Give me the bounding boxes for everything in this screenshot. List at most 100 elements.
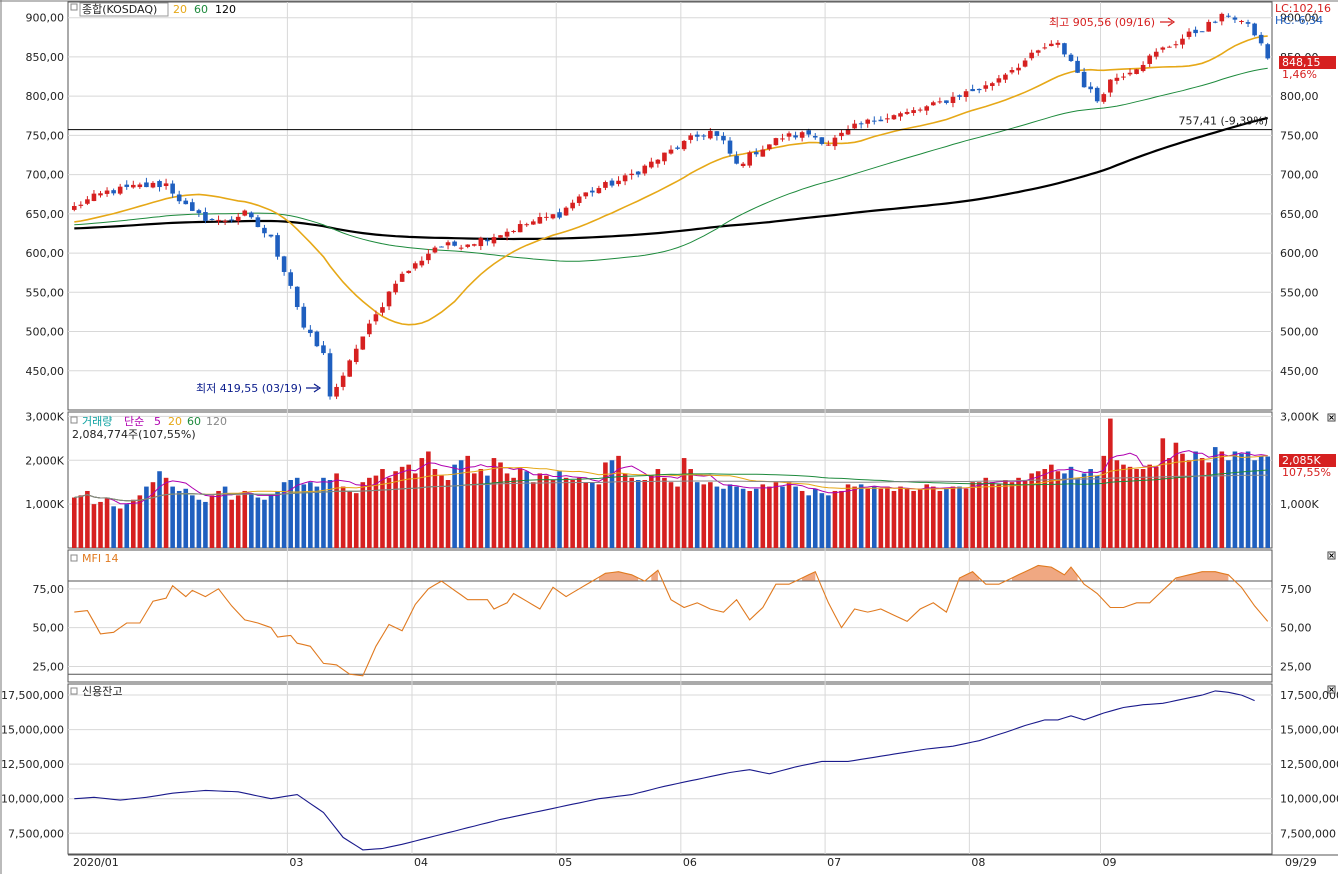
candle[interactable] [1212, 21, 1218, 23]
candle[interactable] [616, 180, 621, 185]
candle[interactable] [268, 234, 274, 237]
candle[interactable] [1075, 60, 1080, 73]
volume-bar[interactable] [590, 482, 595, 548]
volume-bar[interactable] [1114, 460, 1120, 548]
candle[interactable] [826, 144, 831, 146]
volume-bar[interactable] [721, 488, 726, 548]
candle[interactable] [504, 231, 510, 237]
volume-bar[interactable] [498, 462, 503, 548]
volume-bar[interactable] [812, 488, 818, 548]
volume-bar[interactable] [799, 490, 805, 548]
candle[interactable] [235, 216, 241, 221]
volume-bar[interactable] [544, 475, 549, 548]
candle[interactable] [209, 218, 215, 220]
volume-bar[interactable] [111, 506, 116, 548]
candle[interactable] [275, 235, 280, 257]
candle[interactable] [478, 238, 484, 247]
candle[interactable] [1265, 44, 1271, 59]
volume-bar[interactable] [1167, 458, 1172, 548]
candle[interactable] [1022, 60, 1028, 67]
candle[interactable] [1193, 29, 1198, 34]
volume-bar[interactable] [1219, 451, 1225, 548]
candle[interactable] [990, 83, 995, 86]
candle[interactable] [144, 182, 149, 188]
candle[interactable] [1232, 17, 1238, 20]
candle[interactable] [458, 247, 464, 249]
candle[interactable] [734, 155, 739, 164]
volume-bar[interactable] [983, 477, 989, 548]
candle[interactable] [196, 210, 202, 214]
candle[interactable] [668, 149, 674, 154]
volume-bar[interactable] [701, 484, 707, 548]
candle[interactable] [701, 135, 707, 137]
volume-bar[interactable] [1199, 458, 1205, 548]
candle[interactable] [439, 246, 444, 248]
candle[interactable] [485, 239, 490, 242]
volume-bar[interactable] [1193, 451, 1198, 548]
candle[interactable] [1055, 42, 1061, 45]
candle[interactable] [1108, 79, 1113, 93]
volume-bar[interactable] [1009, 482, 1015, 548]
candle[interactable] [1199, 31, 1205, 33]
candle[interactable] [1042, 47, 1048, 49]
candle[interactable] [1003, 74, 1008, 80]
volume-bar[interactable] [1127, 466, 1133, 548]
volume-bar[interactable] [445, 480, 451, 548]
candle[interactable] [688, 135, 693, 140]
candle[interactable] [898, 113, 903, 117]
volume-bar[interactable] [963, 488, 969, 548]
candle[interactable] [714, 131, 720, 136]
volume-bar[interactable] [649, 475, 654, 548]
volume-bar[interactable] [1252, 460, 1257, 548]
volume-bar[interactable] [229, 499, 234, 548]
candle[interactable] [1029, 52, 1034, 59]
volume-bar[interactable] [996, 484, 1002, 548]
volume-bar[interactable] [885, 486, 890, 548]
candle[interactable] [517, 224, 523, 233]
candle[interactable] [590, 190, 595, 193]
volume-bar[interactable] [1147, 464, 1152, 548]
candle[interactable] [111, 190, 116, 194]
volume-bar[interactable] [1081, 473, 1087, 548]
candle[interactable] [865, 119, 871, 124]
candle[interactable] [675, 147, 680, 149]
candle[interactable] [399, 273, 405, 282]
volume-bar[interactable] [911, 490, 916, 548]
candle[interactable] [327, 353, 333, 397]
volume-bar[interactable] [832, 490, 838, 548]
volume-bar[interactable] [150, 482, 156, 548]
candle[interactable] [308, 329, 313, 334]
volume-bar[interactable] [753, 488, 759, 548]
volume-bar[interactable] [1088, 469, 1093, 548]
volume-bar[interactable] [373, 475, 379, 548]
candle[interactable] [544, 216, 549, 218]
volume-bar[interactable] [1206, 462, 1211, 548]
volume-bar[interactable] [209, 495, 215, 548]
candle[interactable] [360, 336, 366, 350]
candle[interactable] [780, 138, 785, 140]
candle[interactable] [137, 184, 143, 188]
credit-panel[interactable] [74, 690, 1255, 851]
volume-bar[interactable] [386, 477, 392, 548]
panel-toggle-icon[interactable] [70, 416, 78, 424]
volume-bar[interactable] [321, 477, 326, 548]
volume-bar[interactable] [550, 480, 556, 548]
volume-bar[interactable] [1075, 477, 1080, 548]
ma20-line[interactable] [74, 35, 1268, 326]
candle[interactable] [950, 96, 956, 103]
candle[interactable] [767, 144, 772, 150]
volume-bar[interactable] [570, 480, 575, 548]
volume-bar[interactable] [104, 497, 110, 548]
candle[interactable] [576, 196, 582, 203]
candle[interactable] [1206, 21, 1211, 32]
candle[interactable] [1127, 72, 1133, 75]
volume-bar[interactable] [688, 469, 693, 548]
volume-bar[interactable] [432, 469, 438, 548]
volume-bar[interactable] [944, 488, 949, 548]
candle[interactable] [983, 85, 989, 89]
volume-bar[interactable] [511, 477, 516, 548]
candle[interactable] [976, 88, 982, 91]
volume-bar[interactable] [314, 486, 320, 548]
candle[interactable] [878, 119, 884, 122]
candle[interactable] [721, 135, 726, 141]
